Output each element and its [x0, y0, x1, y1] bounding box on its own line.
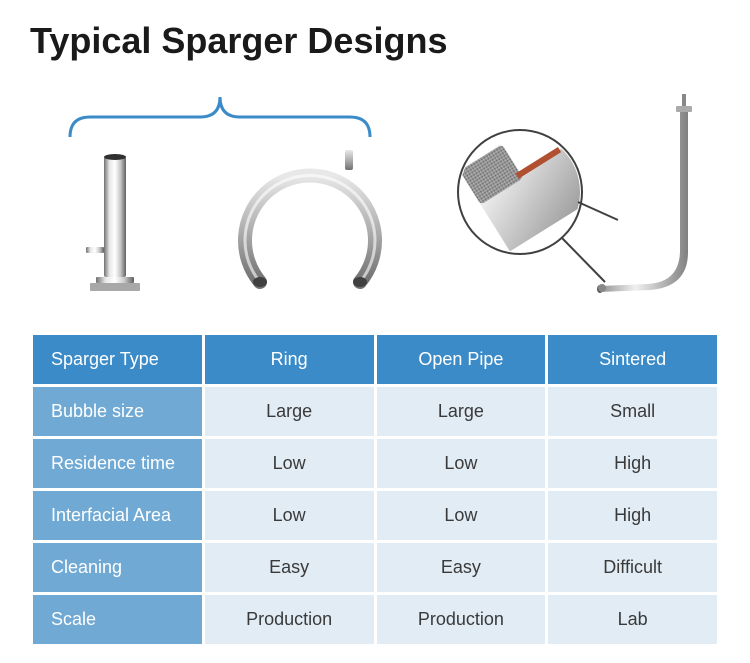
table-row: ScaleProductionProductionLab	[33, 595, 717, 644]
ring-openpipe-group	[30, 82, 410, 312]
cell-value: High	[548, 439, 717, 488]
cell-value: Production	[205, 595, 374, 644]
cell-value: Difficult	[548, 543, 717, 592]
cell-value: Large	[377, 387, 546, 436]
cell-value: Low	[377, 491, 546, 540]
cell-value: Small	[548, 387, 717, 436]
sintered-group	[440, 82, 720, 312]
col-header: Sparger Type	[33, 335, 202, 384]
ring-sparger-icon	[220, 142, 400, 302]
table-row: Interfacial AreaLowLowHigh	[33, 491, 717, 540]
page-title: Typical Sparger Designs	[30, 20, 720, 62]
table-row: Residence timeLowLowHigh	[33, 439, 717, 488]
cell-value: Production	[377, 595, 546, 644]
sintered-zoom-icon	[450, 122, 620, 292]
diagram-row	[30, 82, 720, 312]
cell-value: Easy	[205, 543, 374, 592]
row-label: Residence time	[33, 439, 202, 488]
cell-value: Low	[205, 439, 374, 488]
col-header: Sintered	[548, 335, 717, 384]
cell-value: Low	[377, 439, 546, 488]
cell-value: Large	[205, 387, 374, 436]
row-label: Cleaning	[33, 543, 202, 592]
comparison-table: Sparger Type Ring Open Pipe Sintered Bub…	[30, 332, 720, 647]
row-label: Scale	[33, 595, 202, 644]
col-header: Open Pipe	[377, 335, 546, 384]
cell-value: High	[548, 491, 717, 540]
table-row: Bubble sizeLargeLargeSmall	[33, 387, 717, 436]
cell-value: Lab	[548, 595, 717, 644]
row-label: Bubble size	[33, 387, 202, 436]
open-pipe-sparger-icon	[80, 152, 150, 302]
brace-icon	[60, 92, 380, 142]
cell-value: Low	[205, 491, 374, 540]
cell-value: Easy	[377, 543, 546, 592]
col-header: Ring	[205, 335, 374, 384]
table-body: Bubble sizeLargeLargeSmallResidence time…	[33, 387, 717, 644]
row-label: Interfacial Area	[33, 491, 202, 540]
table-row: CleaningEasyEasyDifficult	[33, 543, 717, 592]
table-header-row: Sparger Type Ring Open Pipe Sintered	[33, 335, 717, 384]
